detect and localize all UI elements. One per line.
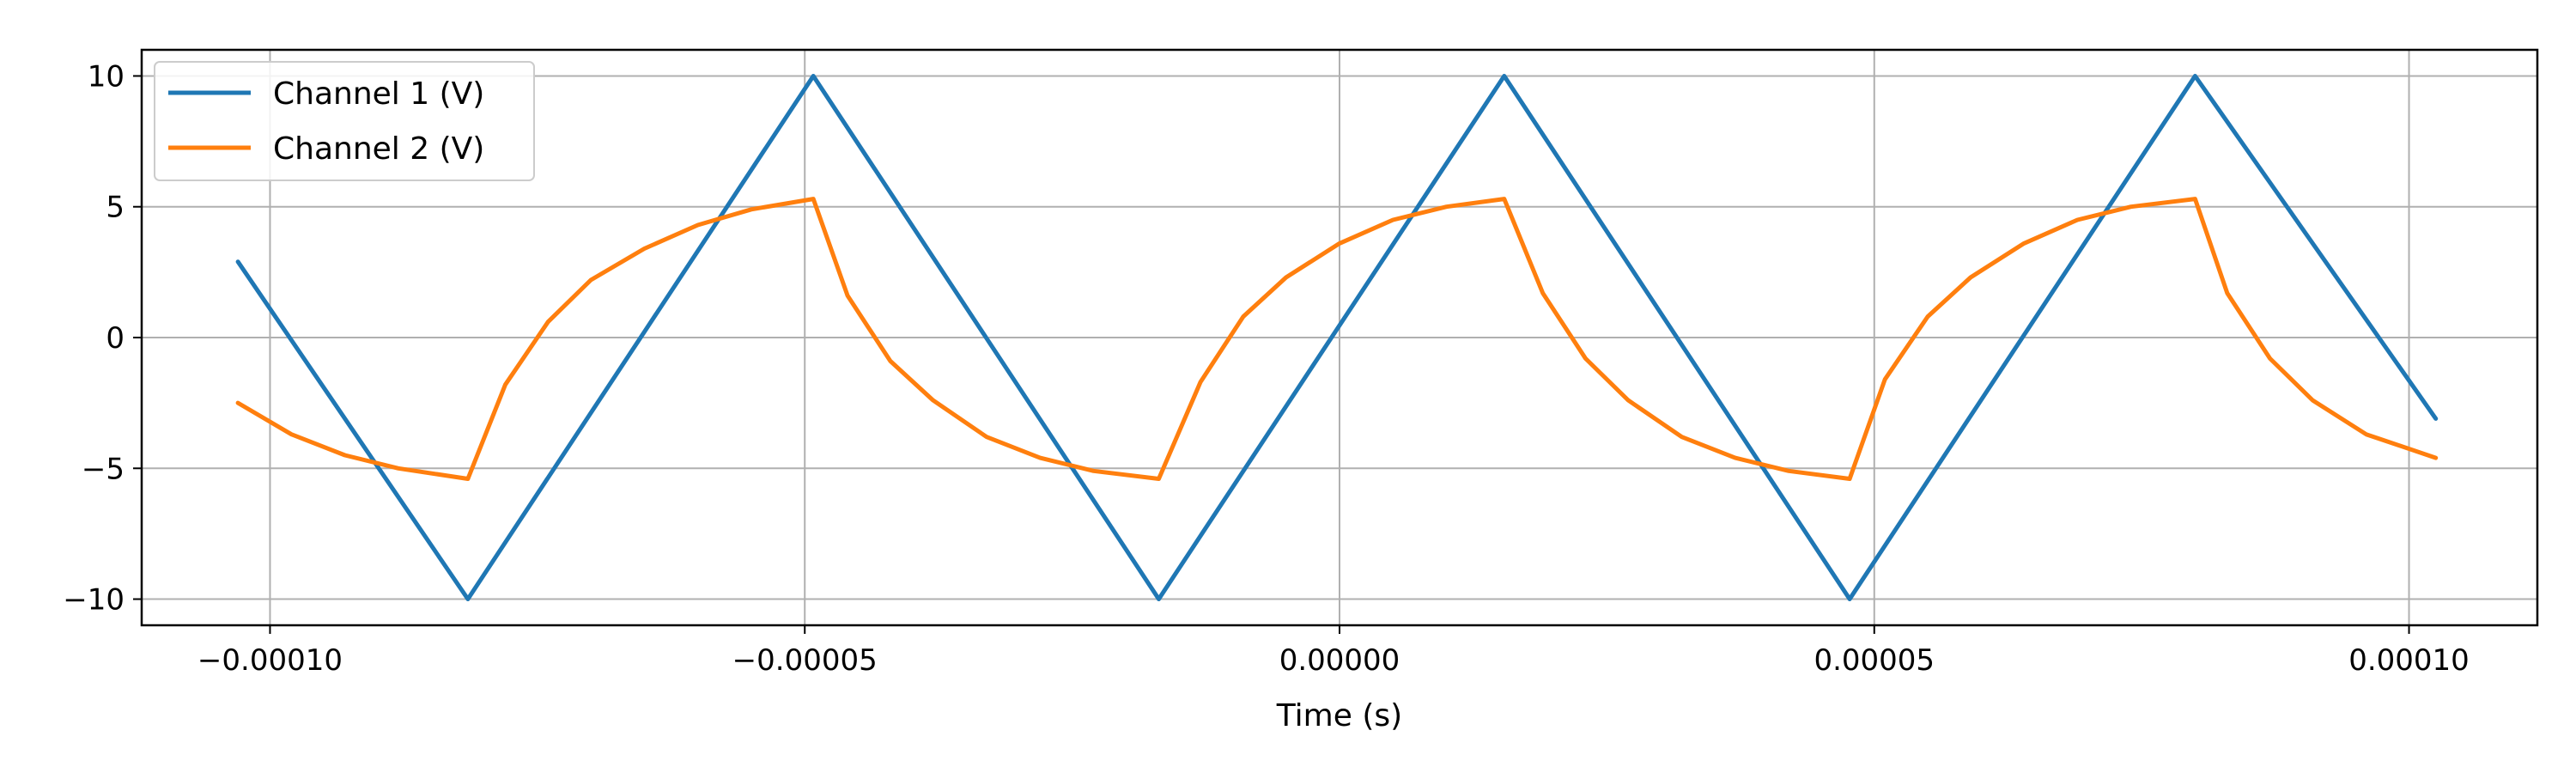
y-axis-ticks: 10 5 0 −5 −10 bbox=[63, 59, 142, 618]
x-axis-title: Time (s) bbox=[1276, 698, 1402, 733]
series-lines bbox=[235, 74, 2439, 601]
x-tick-label: 0.00005 bbox=[1814, 643, 1935, 678]
x-tick-label: −0.00005 bbox=[732, 643, 878, 678]
y-tick-label: 5 bbox=[106, 191, 125, 225]
legend: Channel 1 (V) Channel 2 (V) bbox=[154, 61, 535, 181]
x-tick-label: 0.00000 bbox=[1279, 643, 1400, 678]
x-tick-label: 0.00010 bbox=[2348, 643, 2470, 678]
x-tick-label: −0.00010 bbox=[197, 643, 343, 678]
y-tick-label: 0 bbox=[106, 321, 125, 356]
series-line-1 bbox=[235, 197, 2439, 481]
y-tick-label: −5 bbox=[82, 452, 125, 486]
x-axis-ticks: −0.00010 −0.00005 0.00000 0.00005 0.00010 bbox=[197, 625, 2470, 678]
legend-label-series-1: Channel 2 (V) bbox=[273, 131, 484, 167]
legend-label-series-0: Channel 1 (V) bbox=[273, 76, 484, 112]
y-tick-label: 10 bbox=[88, 59, 125, 94]
series-line-0 bbox=[235, 74, 2439, 601]
y-tick-label: −10 bbox=[63, 583, 125, 618]
